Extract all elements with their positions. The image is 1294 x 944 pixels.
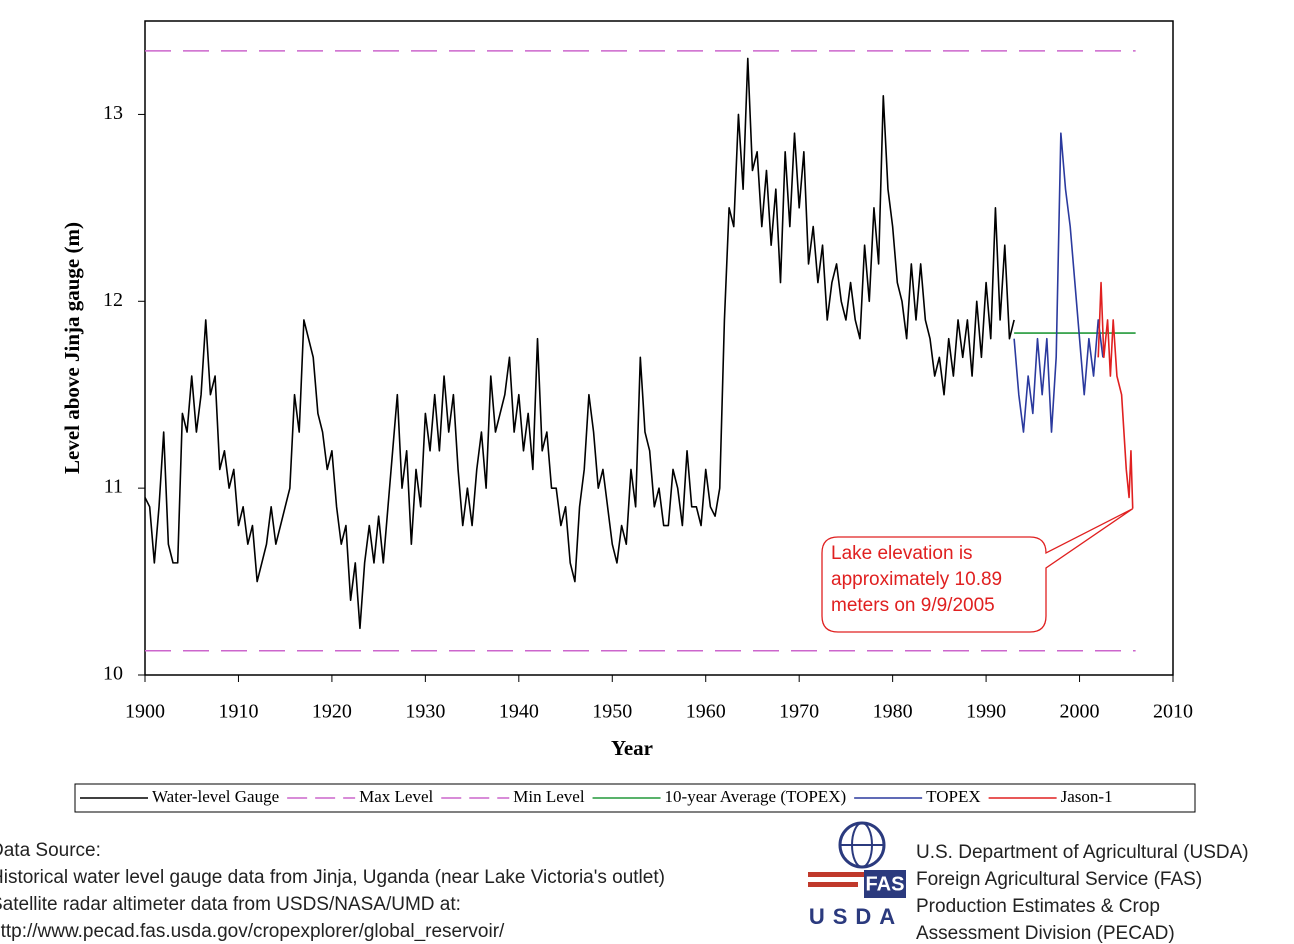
logo-band: [864, 870, 906, 898]
x-axis-label: Year: [611, 736, 653, 760]
source-text: Satellite radar altimeter data from USDS…: [0, 894, 461, 915]
x-tick-label: 1990: [966, 701, 1006, 723]
logo-band-text: FAS: [866, 873, 905, 895]
callout: [821, 508, 1134, 633]
series-line: [1097, 281, 1134, 509]
logo-word: USDA: [809, 904, 903, 929]
x-tick-label: 2000: [1060, 701, 1100, 723]
agency-text: Assessment Division (PECAD): [916, 923, 1175, 944]
annotation-text: meters on 9/9/2005: [831, 595, 995, 616]
x-tick-label: 1960: [686, 701, 726, 723]
x-tick-label: 1970: [779, 701, 819, 723]
x-tick-label: 1940: [499, 701, 539, 723]
series-line: [1013, 132, 1104, 433]
x-tick-label: 1930: [405, 701, 445, 723]
x-tick-label: 1900: [125, 701, 165, 723]
agency-text: Production Estimates & Crop: [916, 896, 1160, 917]
y-tick-label: 12: [103, 289, 123, 311]
legend-label: Min Level: [513, 787, 585, 806]
source-text: Historical water level gauge data from J…: [0, 867, 665, 888]
y-tick-label: 11: [104, 476, 123, 498]
plot-frame: [144, 20, 1174, 676]
x-tick-label: 2010: [1153, 701, 1193, 723]
x-tick-label: 1950: [592, 701, 632, 723]
y-tick-label: 10: [103, 663, 123, 685]
y-axis-label: Level above Jinja gauge (m): [60, 222, 84, 474]
y-tick-label: 13: [103, 102, 123, 124]
logo: FAS USDA: [808, 821, 906, 929]
legend-label: Max Level: [359, 787, 433, 806]
logo-stripe: [808, 882, 858, 887]
source-text: http://www.pecad.fas.usda.gov/cropexplor…: [0, 921, 505, 942]
legend-label: TOPEX: [926, 787, 980, 806]
legend-box: [74, 783, 1196, 813]
x-tick-label: 1910: [218, 701, 258, 723]
annotation-text: approximately 10.89: [831, 569, 1002, 590]
x-tick-label: 1920: [312, 701, 352, 723]
x-tick-label: 1980: [873, 701, 913, 723]
legend-label: Water-level Gauge: [152, 787, 279, 806]
series-line: [144, 57, 1015, 630]
agency-text: Foreign Agricultural Service (FAS): [916, 869, 1202, 890]
legend-label: Jason-1: [1061, 787, 1113, 806]
logo-stripe: [808, 872, 866, 877]
agency-text: U.S. Department of Agricultural (USDA): [916, 842, 1249, 863]
source-text: Data Source:: [0, 840, 101, 861]
legend-label: 10-year Average (TOPEX): [665, 787, 847, 806]
annotation-text: Lake elevation is: [831, 543, 973, 564]
